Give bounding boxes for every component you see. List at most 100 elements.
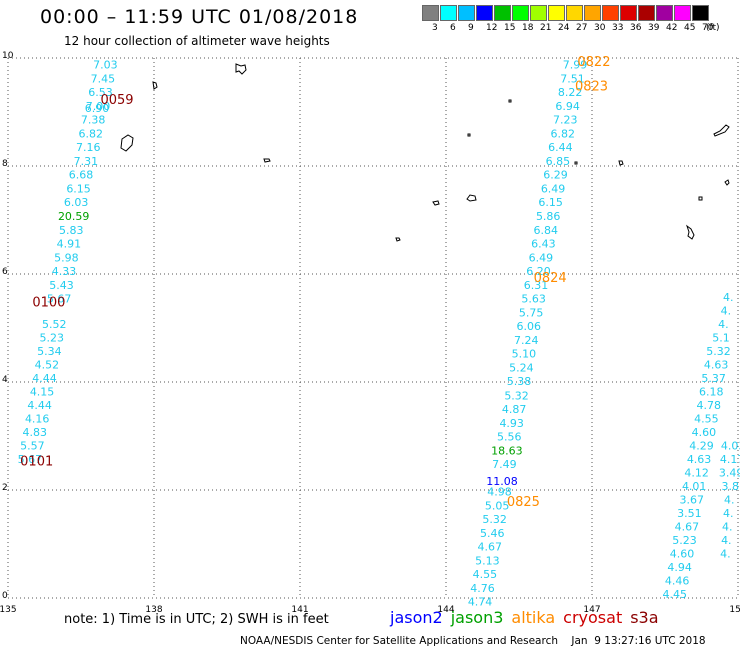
swh-value-label: 7.45	[91, 72, 116, 85]
swh-value-label: 4.98	[487, 485, 512, 498]
swh-value-label: 4.29	[689, 440, 714, 453]
swh-value-label: 6.49	[529, 252, 554, 265]
note-text: note: 1) Time is in UTC; 2) SWH is in fe…	[64, 612, 329, 627]
y-tick-label: 10	[2, 51, 14, 61]
swh-value-label: 5.23	[672, 534, 697, 547]
pass-time-label: 0059	[100, 93, 133, 108]
swh-value-label: 4.91	[57, 238, 82, 251]
swh-value-label: 7.31	[74, 155, 99, 168]
swh-value-label: 5.57	[20, 440, 45, 453]
swh-value-label: 4.60	[670, 548, 695, 561]
swh-value-label: 4.15	[30, 386, 55, 399]
pass-time-label: 0825	[507, 495, 540, 510]
legend-altika: altika	[511, 608, 556, 627]
colorbar-swatch	[548, 5, 565, 21]
coastline-island	[466, 194, 477, 202]
swh-value-label: 5.10	[512, 348, 537, 361]
swh-value-label: 4.55	[473, 568, 498, 581]
swh-value-label: 5.75	[519, 307, 544, 320]
swh-value-label: 6.44	[548, 141, 573, 154]
colorbar-swatch	[656, 5, 673, 21]
swh-value-label: 4.60	[692, 426, 717, 439]
swh-value-label: 5.98	[54, 252, 79, 265]
colorbar-label: 39	[648, 23, 660, 33]
swh-value-label: 5.32	[504, 389, 529, 402]
coastline-island	[263, 158, 271, 163]
swh-value-label: 7.00	[86, 100, 111, 113]
swh-value-label: 5.63	[521, 293, 546, 306]
swh-value-label: 4.45	[662, 588, 687, 601]
swh-value-label: 6.82	[78, 127, 103, 140]
y-tick-label: 6	[2, 267, 8, 277]
swh-value-label: 4.	[718, 318, 729, 331]
colorbar-label: 15	[504, 23, 516, 33]
swh-value-label: 5.32	[482, 513, 507, 526]
colorbar-swatch	[476, 5, 493, 21]
swh-value-label: 6.94	[555, 100, 580, 113]
colorbar-swatch	[584, 5, 601, 21]
swh-value-label: 5.32	[706, 345, 731, 358]
swh-value-label: 7.51	[560, 72, 585, 85]
legend-s3a: s3a	[630, 608, 659, 627]
coastline-island	[120, 134, 134, 152]
swh-value-label: 4.55	[694, 413, 719, 426]
swh-value-label: 6.15	[66, 182, 91, 195]
swh-value-label: 7.38	[81, 113, 106, 126]
swh-value-label: 6.53	[88, 86, 113, 99]
colorbar-swatch	[494, 5, 511, 21]
x-tick-label: 138	[145, 605, 162, 615]
swh-value-label: 6.31	[524, 279, 549, 292]
colorbar-swatch	[422, 5, 439, 21]
swh-value-label: 4.94	[667, 561, 692, 574]
swh-value-label: 5.67	[18, 453, 43, 466]
swh-value-label: 11.08	[486, 475, 518, 488]
pass-time-label: 0101	[20, 455, 53, 470]
swh-value-label: 4.63	[687, 453, 712, 466]
swh-value-label: 4.67	[478, 540, 503, 553]
legend-jason2: jason2	[390, 608, 443, 627]
swh-value-label: 4.	[723, 291, 734, 304]
swh-value-label: 6.43	[531, 238, 556, 251]
colorbar-swatch	[638, 5, 655, 21]
y-tick-label: 8	[2, 159, 8, 169]
swh-value-label: 6.03	[64, 196, 89, 209]
colorbar-swatch	[692, 5, 709, 21]
swh-value-label: 6.90	[85, 102, 110, 115]
swh-value-label: 4.	[721, 534, 732, 547]
swh-value-label: 5.38	[507, 375, 532, 388]
swh-value-label: 5.67	[47, 293, 72, 306]
swh-value-label: 3.49	[719, 467, 740, 480]
swh-value-label: 5.13	[475, 555, 500, 568]
y-tick-label: 0	[2, 591, 8, 601]
swh-value-label: 4.63	[704, 359, 729, 372]
swh-value-label: 18.63	[491, 444, 523, 457]
swh-value-label: 4.17	[720, 453, 740, 466]
pass-time-label: 0822	[577, 55, 610, 70]
swh-value-label: 4.44	[32, 372, 57, 385]
chart-title: 00:00 – 11:59 UTC 01/08/2018	[40, 6, 359, 28]
swh-value-label: 4.	[720, 548, 731, 561]
coastline-island	[574, 161, 578, 165]
colorbar-label: 21	[540, 23, 552, 33]
colorbar-units: (ft)	[706, 23, 720, 33]
swh-value-label: 4.67	[675, 521, 700, 534]
colorbar-swatch	[458, 5, 475, 21]
colorbar-swatch	[620, 5, 637, 21]
colorbar-label: 70	[702, 23, 714, 33]
coastline-island	[508, 99, 512, 103]
colorbar-swatch	[602, 5, 619, 21]
coastline-island	[152, 81, 158, 90]
colorbar-swatch	[512, 5, 529, 21]
swh-value-label: 5.46	[480, 527, 505, 540]
swh-value-label: 4.	[723, 507, 734, 520]
swh-value-label: 5.23	[40, 332, 65, 345]
colorbar-label: 9	[468, 23, 474, 33]
y-tick-label: 4	[2, 375, 8, 385]
legend-cryosat: cryosat	[563, 608, 623, 627]
swh-value-label: 4.33	[52, 265, 77, 278]
swh-value-label: 5.83	[59, 224, 84, 237]
swh-value-label: 6.15	[538, 196, 563, 209]
coastline-island	[698, 196, 703, 201]
swh-value-label: 4.01	[682, 480, 707, 493]
